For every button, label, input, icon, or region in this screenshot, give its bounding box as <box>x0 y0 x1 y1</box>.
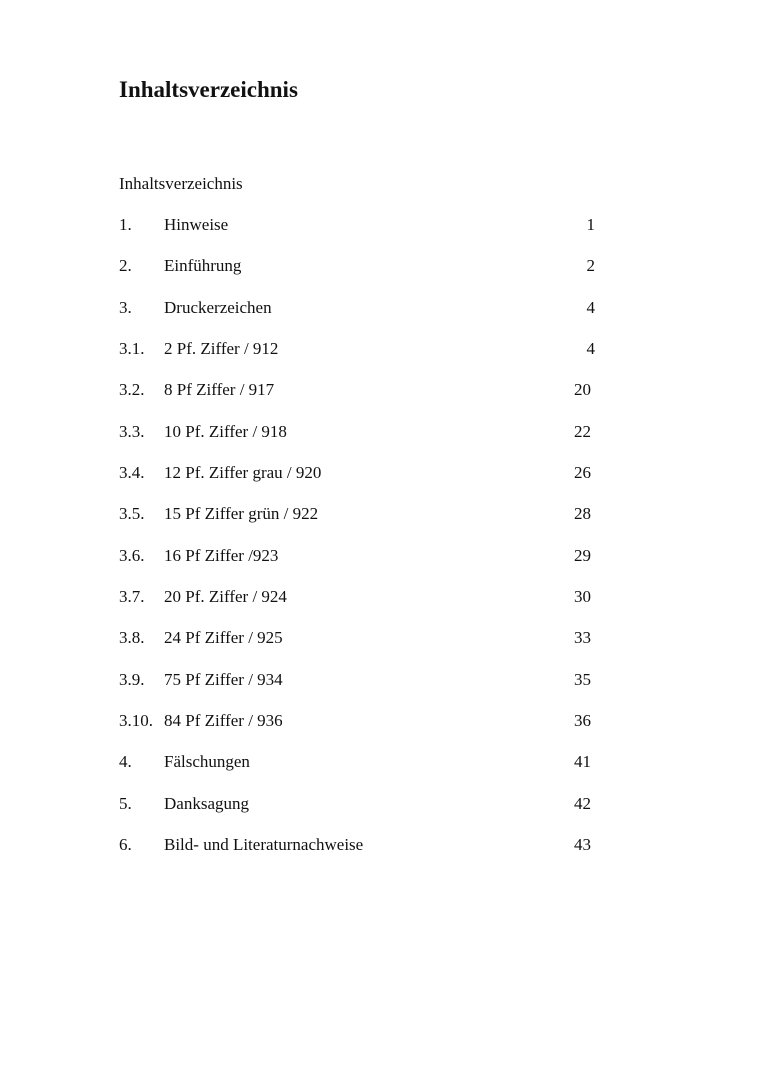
toc-entry-title: Danksagung <box>164 793 249 813</box>
toc-entry[interactable]: 3.6. 16 Pf Ziffer /923 29 <box>119 545 597 586</box>
toc-entry[interactable]: 3.8. 24 Pf Ziffer / 925 33 <box>119 627 597 668</box>
toc-entry-title: 84 Pf Ziffer / 936 <box>164 711 283 731</box>
toc-entry[interactable]: 3. Druckerzeichen 4 <box>119 297 597 338</box>
toc-entry-title: 15 Pf Ziffer grün / 922 <box>164 504 319 524</box>
toc-entry-page: 33 <box>574 628 591 648</box>
toc-entry-number: 5. <box>119 793 132 813</box>
toc-entry[interactable]: 3.2. 8 Pf Ziffer / 917 20 <box>119 379 597 420</box>
table-of-contents: 1. Hinweise 1 2. Einführung 2 3. Druckerzeichen… <box>119 214 597 876</box>
toc-entry-title: 10 Pf. Ziffer / 918 <box>164 421 287 441</box>
toc-entry-page: 30 <box>574 587 591 607</box>
toc-entry-number: 3.8. <box>119 628 145 648</box>
toc-entry-title: 2 Pf. Ziffer / 912 <box>164 339 279 359</box>
toc-entry-number: 3.5. <box>119 504 145 524</box>
toc-entry-title: Bild- und Literaturnachweise <box>164 835 364 855</box>
toc-entry[interactable]: 1. Hinweise 1 <box>119 214 597 255</box>
toc-entry-title: 20 Pf. Ziffer / 924 <box>164 587 287 607</box>
toc-entry-page: 42 <box>574 793 591 813</box>
toc-entry-page: 28 <box>574 504 591 524</box>
toc-entry-page: 4 <box>586 297 596 317</box>
page-heading: Inhaltsverzeichnis <box>119 77 298 102</box>
toc-entry-title: Hinweise <box>164 215 229 234</box>
toc-entry-title: Einführung <box>164 256 242 276</box>
toc-entry-number: 2. <box>119 256 132 276</box>
toc-entry[interactable]: 5. Danksagung 42 <box>119 793 597 834</box>
toc-entry-number: 3.9. <box>119 669 145 689</box>
toc-entry-number: 3.10. <box>119 711 153 731</box>
toc-entry[interactable]: 4. Fälschungen 41 <box>119 751 597 792</box>
toc-entry-page: 36 <box>574 711 591 731</box>
toc-entry-number: 3.3. <box>119 421 145 441</box>
toc-entry-title: 24 Pf Ziffer / 925 <box>164 628 283 648</box>
toc-entry-title: 75 Pf Ziffer / 934 <box>164 669 283 689</box>
toc-entry-number: 3.1. <box>119 339 145 359</box>
toc-entry[interactable]: 3.9. 75 Pf Ziffer / 934 35 <box>119 669 597 710</box>
toc-entry-title: Druckerzeichen <box>164 297 272 317</box>
toc-entry-page: 4 <box>586 339 596 359</box>
toc-entry-page: 29 <box>574 545 591 565</box>
toc-entry-number: 1. <box>119 215 132 234</box>
toc-entry[interactable]: 2. Einführung 2 <box>119 255 597 296</box>
toc-entry-number: 6. <box>119 835 132 855</box>
toc-entry-page: 22 <box>574 421 591 441</box>
toc-entry[interactable]: 6. Bild- und Literaturnachweise 43 <box>119 834 597 875</box>
toc-entry[interactable]: 3.5. 15 Pf Ziffer grün / 922 28 <box>119 503 597 544</box>
toc-entry-title: Fälschungen <box>164 752 250 772</box>
toc-entry[interactable]: 3.7. 20 Pf. Ziffer / 924 30 <box>119 586 597 627</box>
toc-entry[interactable]: 3.10. 84 Pf Ziffer / 936 36 <box>119 710 597 751</box>
toc-entry[interactable]: 3.1. 2 Pf. Ziffer / 912 4 <box>119 338 597 379</box>
toc-entry-page: 26 <box>574 463 591 483</box>
toc-entry-number: 3.7. <box>119 587 145 607</box>
toc-entry-page: 2 <box>586 256 596 276</box>
toc-entry-number: 4. <box>119 752 132 772</box>
toc-entry-number: 3.4. <box>119 463 145 483</box>
toc-entry-number: 3.6. <box>119 545 145 565</box>
toc-entry[interactable]: 3.3. 10 Pf. Ziffer / 918 22 <box>119 421 597 462</box>
toc-entry-number: 3. <box>119 297 132 317</box>
toc-entry-page: 20 <box>574 380 591 400</box>
toc-entry-number: 3.2. <box>119 380 145 400</box>
toc-entry-title: 8 Pf Ziffer / 917 <box>164 380 275 400</box>
toc-entry-title: 12 Pf. Ziffer grau / 920 <box>164 463 322 483</box>
toc-entry-page: 41 <box>574 752 591 772</box>
toc-entry-title: 16 Pf Ziffer /923 <box>164 545 279 565</box>
toc-entry-page: 1 <box>586 215 596 234</box>
toc-entry-page: 43 <box>574 835 591 855</box>
toc-entry[interactable]: 3.4. 12 Pf. Ziffer grau / 920 26 <box>119 462 597 503</box>
toc-subheading: Inhaltsverzeichnis <box>119 174 243 193</box>
toc-entry-page: 35 <box>574 669 591 689</box>
